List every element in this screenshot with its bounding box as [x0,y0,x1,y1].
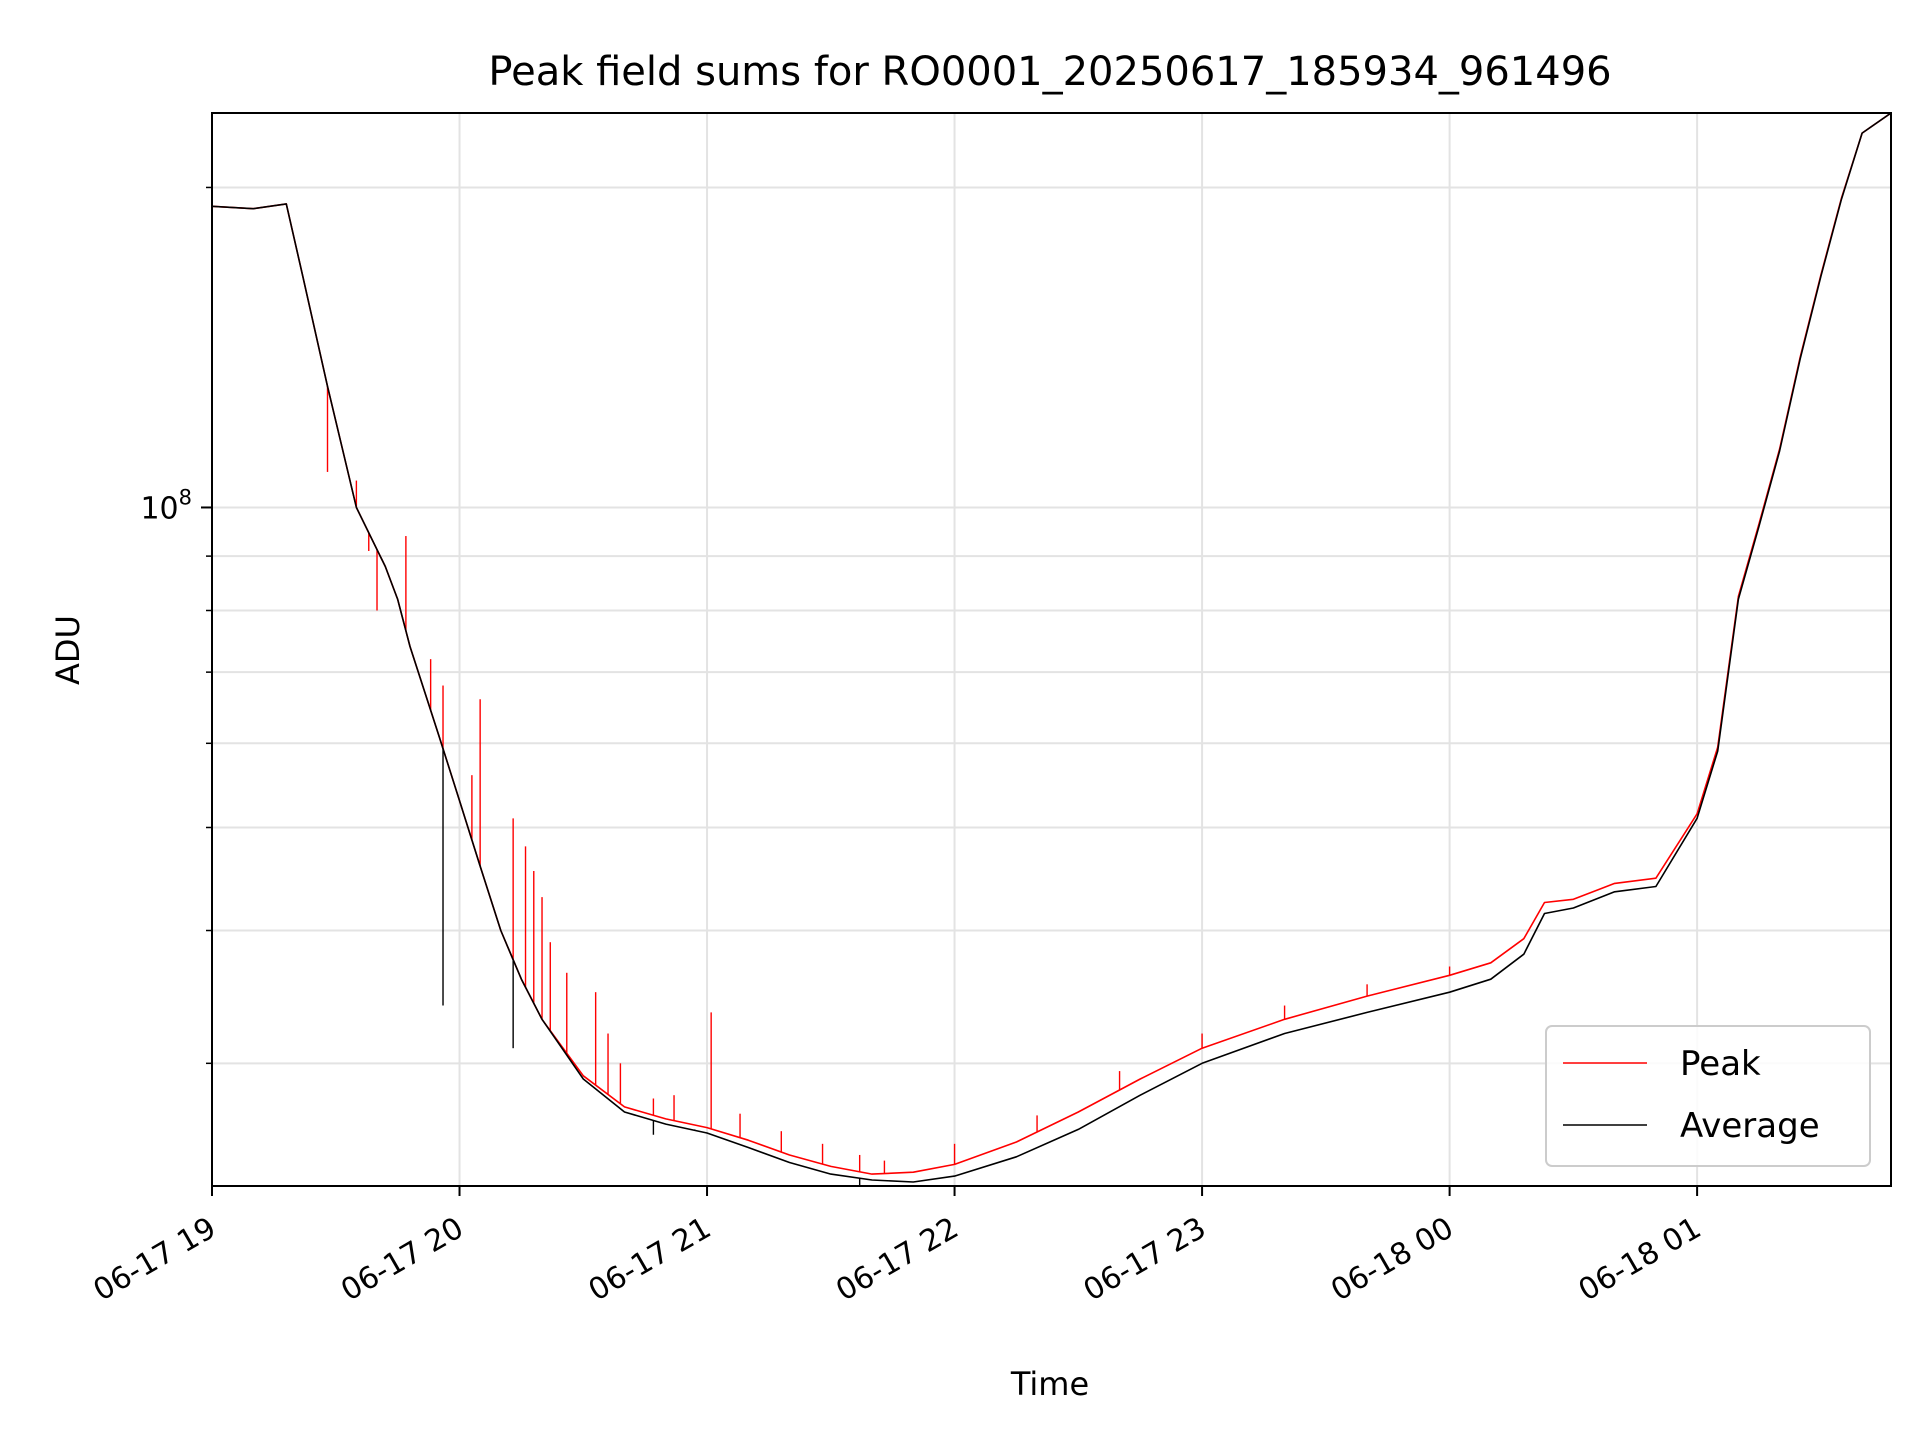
plot-frame [211,112,1892,1187]
x-axis-label: Time [1010,1365,1089,1403]
y-tick-label: 108 [140,485,192,526]
series-line-average [212,113,1891,1183]
y-axis-label: ADU [49,615,87,685]
legend-label-average: Average [1680,1106,1820,1146]
y-axis: 108 [140,186,212,1065]
legend-label-peak: Peak [1680,1044,1761,1084]
legend-box [1545,1025,1871,1167]
series-layer [212,113,1891,1186]
legend: Peak Average [1545,1025,1871,1167]
grid [211,113,1891,1186]
chart-title: Peak field sums for RO0001_20250617_1859… [488,49,1611,95]
